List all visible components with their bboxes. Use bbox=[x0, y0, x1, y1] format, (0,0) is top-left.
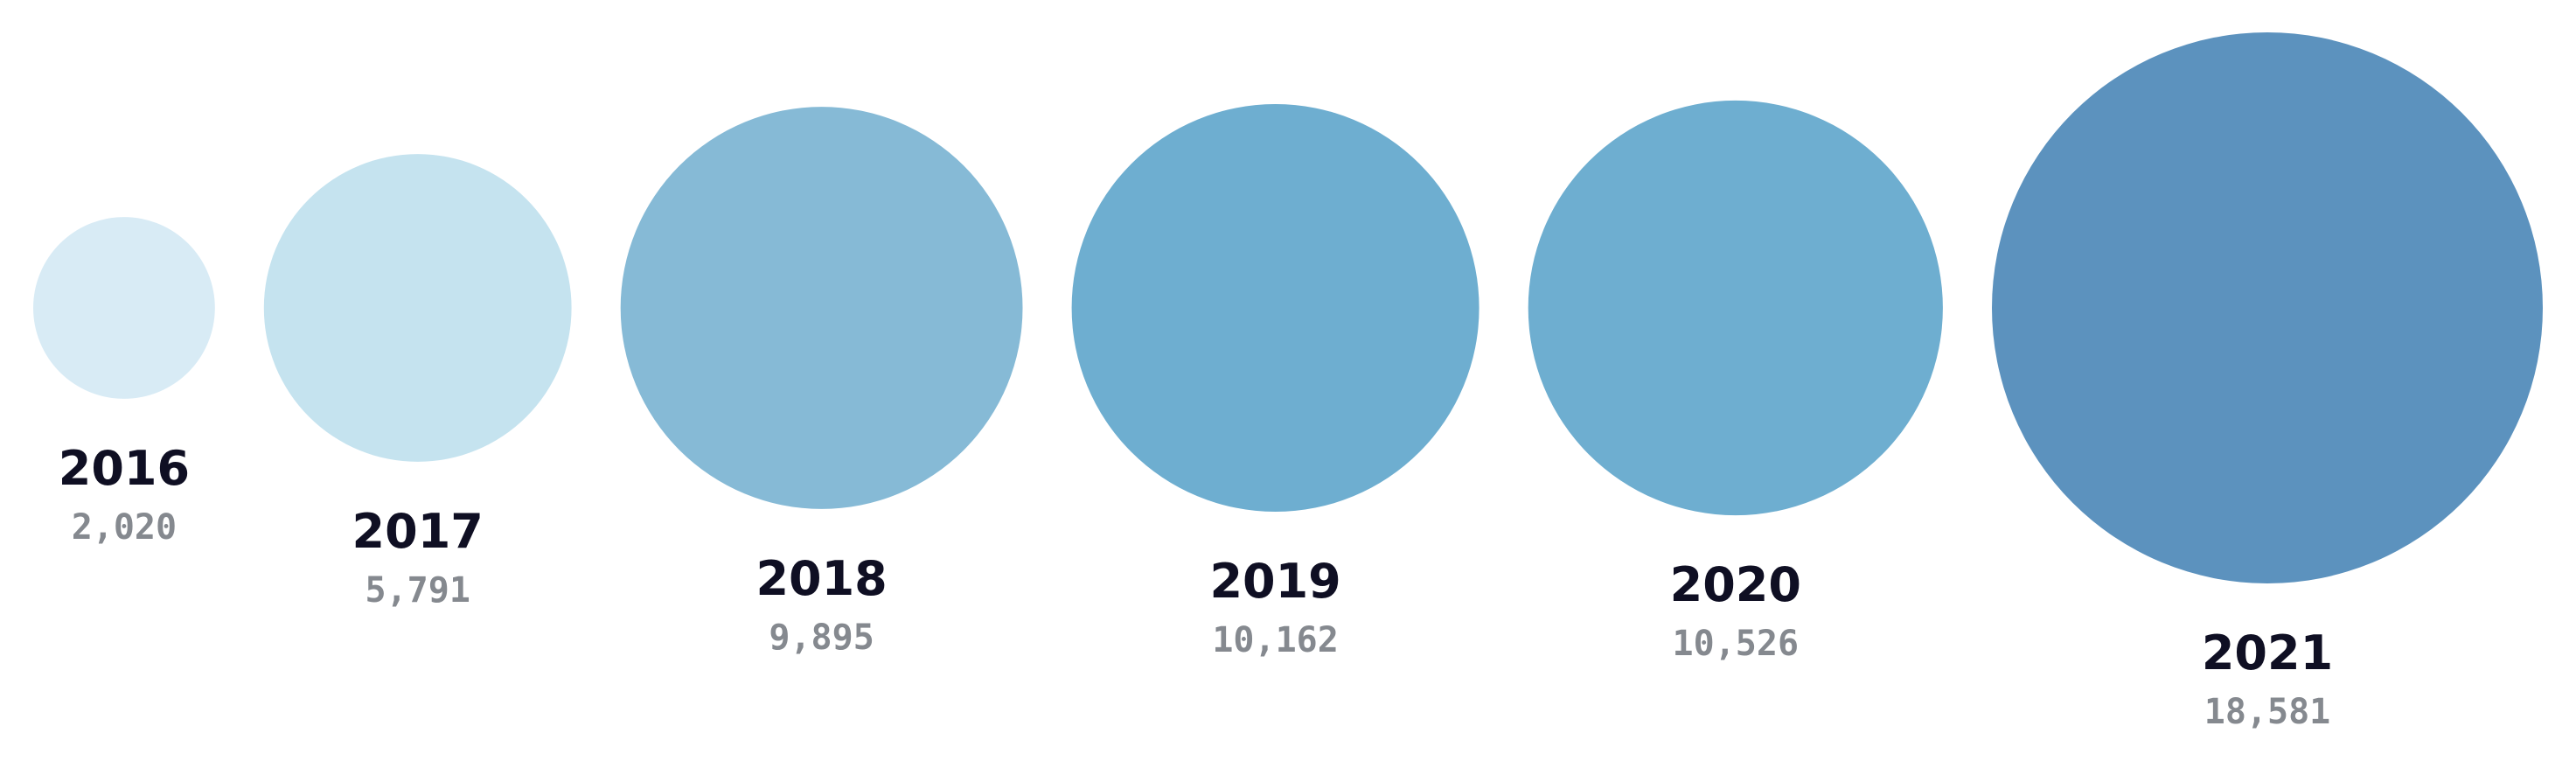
value-label-2018: 9,895 bbox=[769, 618, 874, 658]
year-label-2016: 2016 bbox=[59, 441, 190, 496]
bubble-group bbox=[32, 32, 2543, 583]
year-label-2020: 2020 bbox=[1670, 557, 1801, 612]
year-label-2021: 2021 bbox=[2202, 625, 2333, 681]
value-label-2020: 10,526 bbox=[1673, 624, 1800, 664]
year-label-2019: 2019 bbox=[1209, 554, 1340, 609]
bubble-2019 bbox=[1071, 104, 1479, 512]
bubble-2017 bbox=[263, 154, 572, 462]
bubble-2020 bbox=[1528, 100, 1943, 516]
bubble-2021 bbox=[1992, 32, 2543, 583]
label-group: 2016 2,020 2017 5,791 2018 9,895 2019 10,162 202… bbox=[59, 441, 2333, 732]
year-label-2018: 2018 bbox=[755, 551, 887, 606]
value-label-2021: 18,581 bbox=[2204, 692, 2331, 732]
value-label-2019: 10,162 bbox=[1212, 620, 1339, 660]
year-label-2017: 2017 bbox=[352, 504, 484, 559]
value-label-2017: 5,791 bbox=[365, 570, 470, 611]
bubble-2018 bbox=[620, 107, 1023, 509]
bubble-2016 bbox=[32, 217, 215, 399]
value-label-2016: 2,020 bbox=[72, 507, 177, 548]
